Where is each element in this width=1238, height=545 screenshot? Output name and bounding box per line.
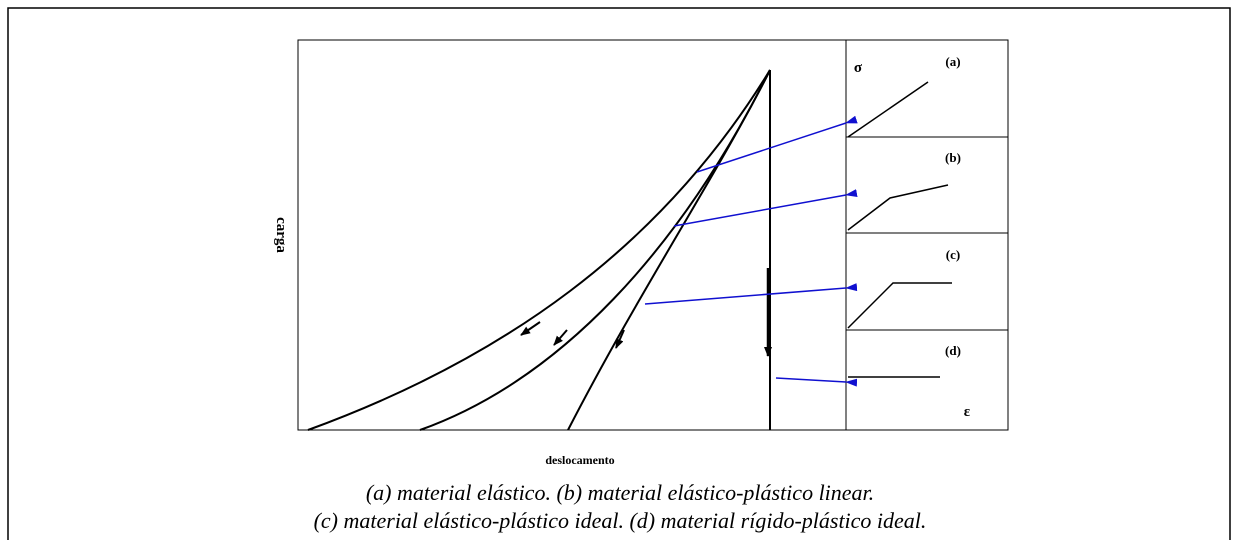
stress-symbol: σ [854,60,863,76]
blue-arrows [644,115,858,387]
panel-frame [845,39,1009,431]
caption-line: (c) material elástico-plástico ideal. (d… [314,508,927,533]
outer-frame [7,7,1231,545]
panel-label: (b) [945,150,961,165]
panel-dividers [846,136,1008,331]
y-axis-label: carga [273,217,289,253]
plot-frame [297,39,847,431]
strain-symbol: ε [964,404,971,420]
curve-arrows [520,268,772,357]
curves [307,69,771,431]
x-axis-label: deslocamento [545,453,614,467]
panel-label: (d) [945,343,961,358]
caption-line: (a) material elástico. (b) material elás… [366,480,874,505]
panel-label: (a) [945,54,960,69]
panel-sketches [847,81,952,378]
panel-label: (c) [946,247,960,262]
